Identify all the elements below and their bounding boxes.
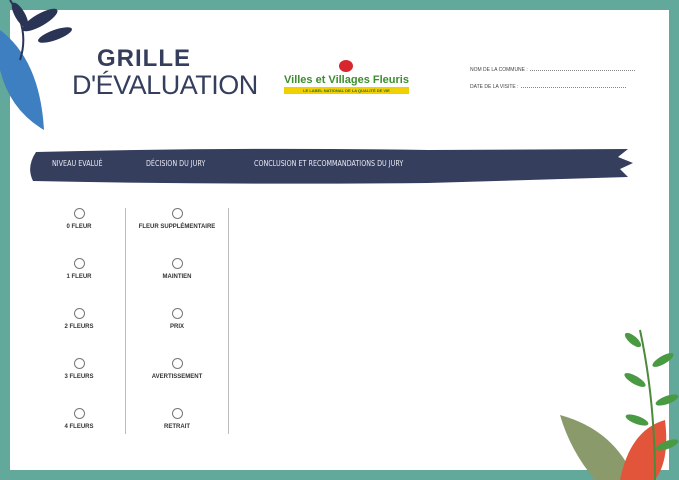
visit-date-field[interactable]: DATE DE LA VISITE :: [470, 84, 626, 90]
option-label: MAINTIEN: [162, 274, 192, 280]
option-label: PRIX: [169, 324, 184, 330]
option-label: AVERTISSEMENT: [151, 374, 203, 380]
villes-villages-fleuris-logo: Villes et Villages Fleuris LE LABEL NATI…: [284, 60, 409, 94]
radio-button[interactable]: [171, 208, 183, 219]
radio-button[interactable]: [73, 358, 85, 369]
decision-option[interactable]: AVERTISSEMENT: [137, 358, 217, 380]
evaluation-sheet: [10, 10, 669, 470]
radio-button[interactable]: [73, 208, 85, 219]
column-header-level: NIVEAU EVALUÉ: [52, 159, 103, 168]
level-option[interactable]: 1 FLEUR: [39, 258, 119, 280]
radio-button[interactable]: [73, 258, 85, 269]
decision-option[interactable]: MAINTIEN: [137, 258, 217, 280]
radio-button[interactable]: [171, 358, 183, 369]
visit-date-label: DATE DE LA VISITE :: [470, 84, 519, 90]
column-header-decision: DÉCISION DU JURY: [146, 159, 206, 168]
level-option[interactable]: 2 FLEURS: [39, 308, 119, 330]
option-label: 1 FLEUR: [66, 274, 92, 280]
level-option[interactable]: 0 FLEUR: [39, 208, 119, 230]
radio-button[interactable]: [73, 308, 85, 319]
option-label: 0 FLEUR: [66, 224, 92, 230]
header-band: [30, 148, 633, 184]
radio-button[interactable]: [171, 408, 183, 419]
option-label: 2 FLEURS: [64, 324, 94, 330]
divider: [125, 208, 126, 434]
leaf-decoration-top-left: [0, 0, 73, 130]
level-option[interactable]: 4 FLEURS: [39, 408, 119, 430]
title-line2: D'ÉVALUATION: [72, 70, 258, 100]
commune-label: NOM DE LA COMMUNE :: [470, 67, 528, 73]
level-option[interactable]: 3 FLEURS: [39, 358, 119, 380]
option-label: FLEUR SUPPLÉMENTAIRE: [138, 224, 216, 230]
divider: [228, 208, 229, 434]
radio-button[interactable]: [171, 258, 183, 269]
leaf-decoration-bottom-right: [560, 329, 679, 480]
logo-name: Villes et Villages Fleuris: [284, 74, 409, 86]
flower-icon: [339, 60, 354, 72]
option-label: 3 FLEURS: [64, 374, 94, 380]
radio-button[interactable]: [73, 408, 85, 419]
option-label: 4 FLEURS: [64, 424, 94, 430]
option-label: RETRAIT: [164, 424, 190, 430]
logo-tagline: LE LABEL NATIONAL DE LA QUALITÉ DE VIE: [284, 87, 409, 94]
column-header-conclusion: CONCLUSION ET RECOMMANDATIONS DU JURY: [254, 159, 404, 168]
commune-field[interactable]: NOM DE LA COMMUNE :: [470, 67, 635, 73]
decision-option[interactable]: RETRAIT: [137, 408, 217, 430]
radio-button[interactable]: [171, 308, 183, 319]
decision-option[interactable]: PRIX: [137, 308, 217, 330]
decision-option[interactable]: FLEUR SUPPLÉMENTAIRE: [137, 208, 217, 230]
title-line1: GRILLE: [97, 45, 191, 72]
